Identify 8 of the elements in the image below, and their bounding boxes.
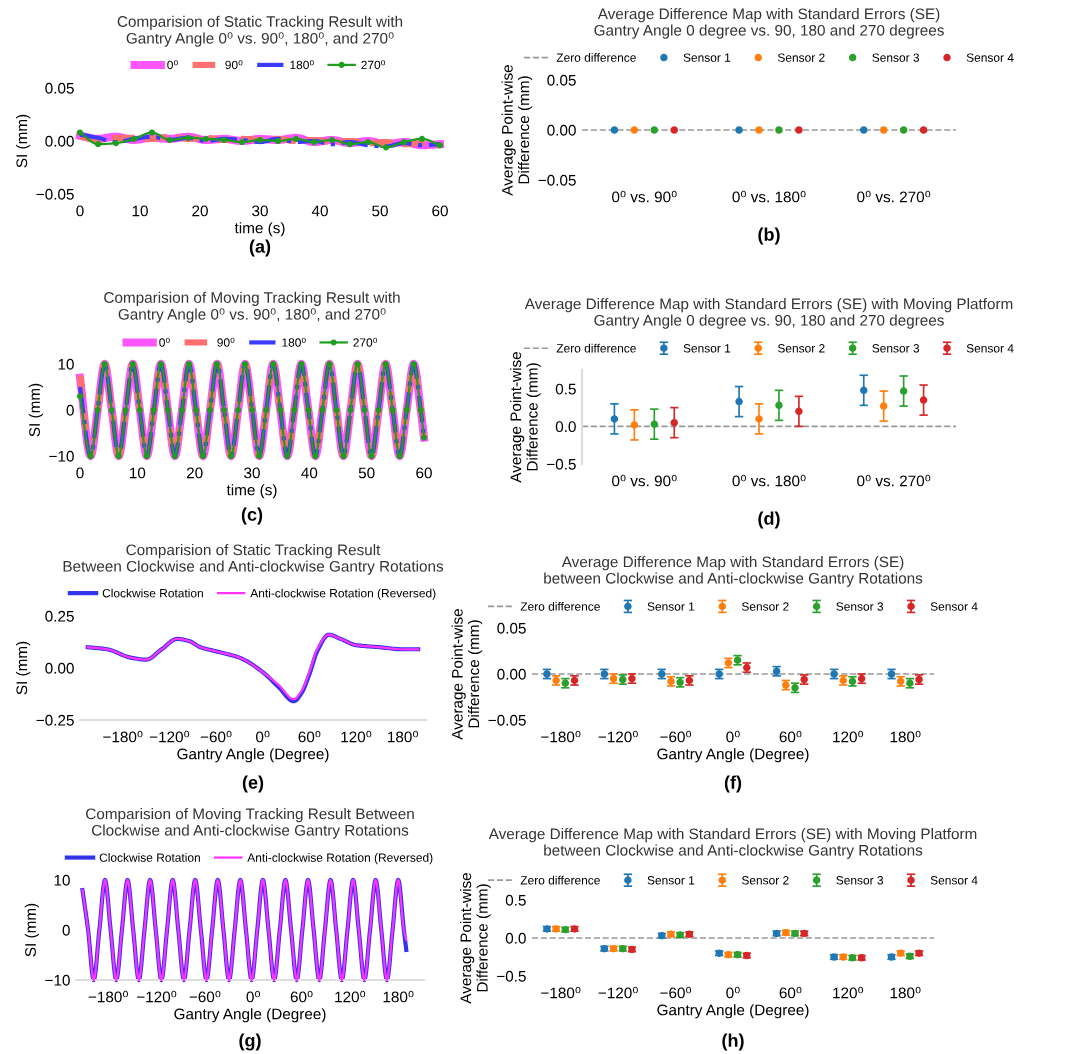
text: (d) — [758, 511, 780, 529]
text: (b) — [758, 227, 780, 245]
text: (f) — [724, 775, 742, 793]
text: (e) — [242, 775, 264, 793]
text: (c) — [241, 507, 263, 525]
text: (h) — [722, 1033, 744, 1051]
text: (a) — [249, 239, 271, 257]
text: (g) — [239, 1033, 261, 1051]
